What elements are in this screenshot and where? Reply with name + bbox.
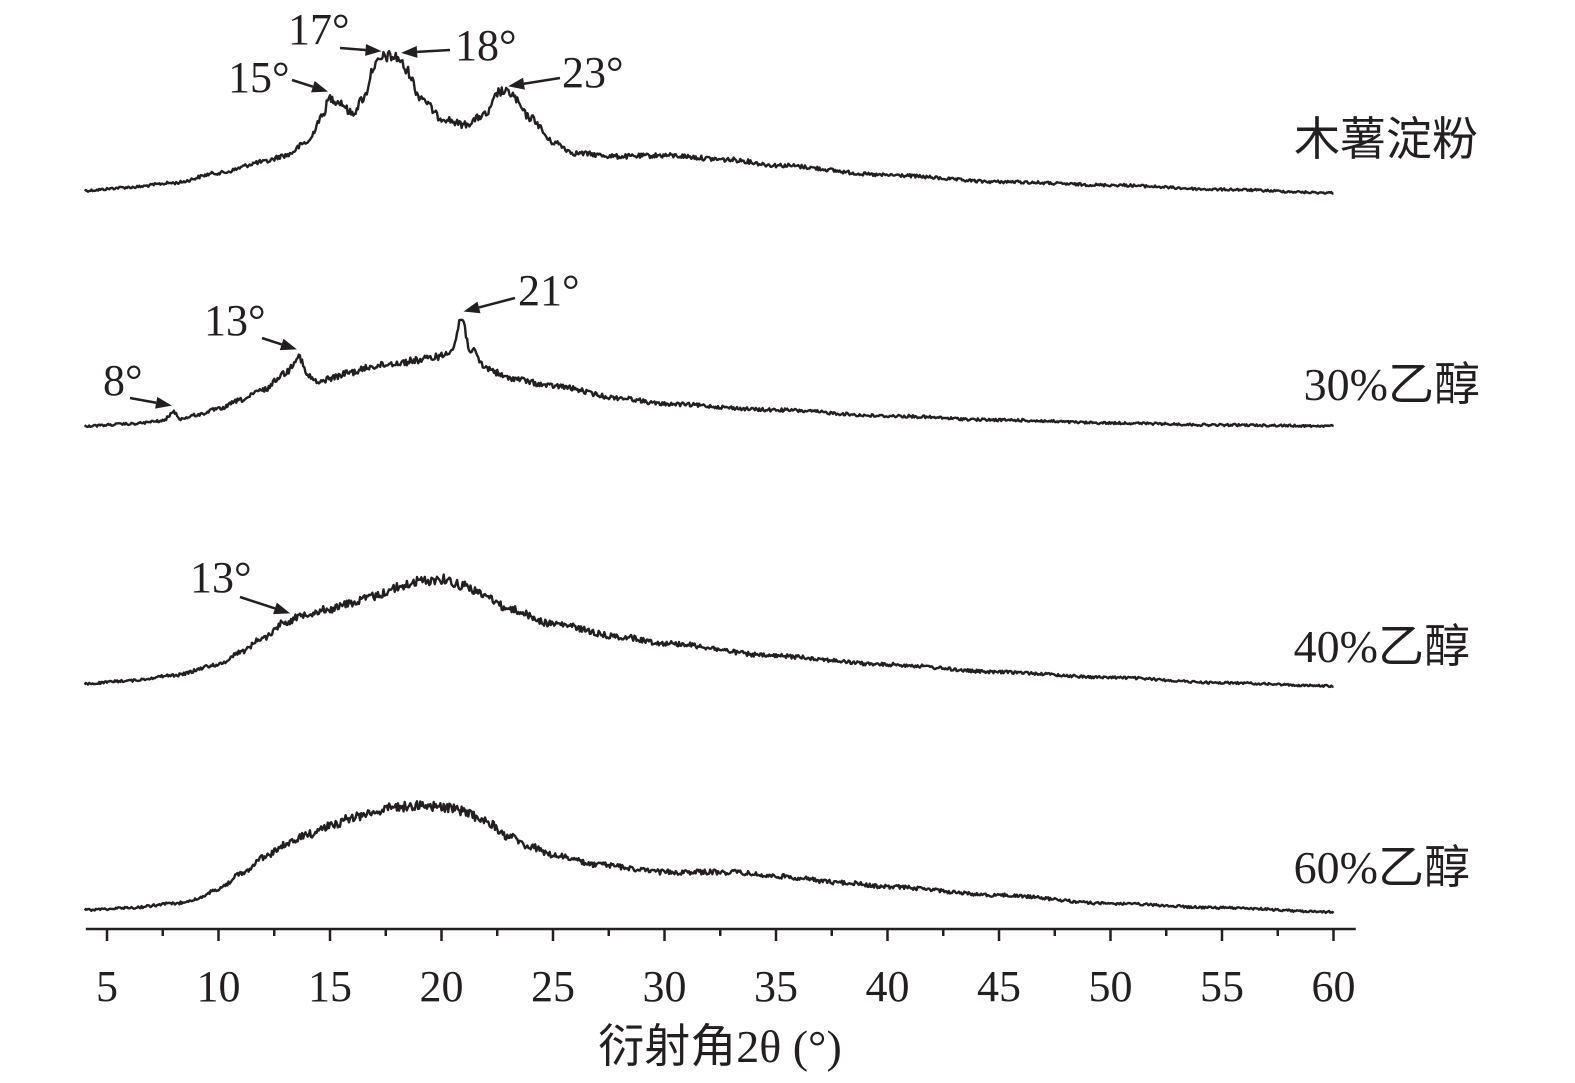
peak-arrowhead-s2-2 [279, 338, 297, 351]
series-label-2: 30%乙醇 [1304, 359, 1480, 410]
peak-label-s1-1: 15° [228, 53, 290, 102]
peak-arrow-s2-2 [261, 336, 283, 346]
peak-arrow-s2-1 [129, 396, 157, 405]
curve-series-2 [83, 318, 1335, 429]
peak-arrowhead-s2-1 [155, 396, 172, 409]
x-axis-tick-labels: 5 10 15 20 25 30 35 40 45 50 55 60 [96, 962, 1356, 1011]
x-tick-label: 30 [643, 962, 687, 1011]
peak-label-s3-1: 13° [190, 553, 252, 602]
peak-label-s2-2: 13° [204, 296, 266, 345]
peak-arrowhead-s1-1 [311, 80, 329, 93]
x-tick-label: 15 [308, 962, 352, 1011]
x-axis-title: 衍射角2θ (°) [598, 1021, 842, 1072]
x-tick-label: 50 [1089, 962, 1133, 1011]
peak-arrow-s1-2 [339, 46, 366, 52]
peak-arrow-s1-3 [417, 48, 451, 54]
x-tick-label: 55 [1200, 962, 1244, 1011]
peak-label-s2-1: 8° [103, 356, 143, 405]
peak-label-s1-2: 17° [288, 5, 350, 54]
x-tick-label: 35 [754, 962, 798, 1011]
peak-label-s2-3: 21° [518, 266, 580, 315]
peak-label-s1-3: 18° [455, 21, 517, 70]
peak-arrowhead-s3-1 [273, 602, 291, 615]
x-tick-label: 60 [1312, 962, 1356, 1011]
series-label-1: 木薯淀粉 [1294, 114, 1478, 165]
x-tick-label: 25 [531, 962, 575, 1011]
x-tick-label: 5 [96, 962, 118, 1011]
peak-arrowhead-s2-3 [463, 301, 481, 314]
x-tick-label: 45 [977, 962, 1021, 1011]
peak-arrowhead-s1-2 [365, 43, 382, 56]
x-axis-ticks [105, 929, 1335, 941]
curve-series-1 [83, 49, 1334, 195]
peak-arrow-s1-1 [291, 78, 314, 88]
peak-arrow-s3-1 [239, 595, 276, 610]
peak-annotations: 15°17° 18° 23° 8° 13° 21° 13° [103, 5, 624, 615]
x-tick-label: 40 [866, 962, 910, 1011]
x-tick-label: 20 [420, 962, 464, 1011]
curve-series-3 [83, 573, 1334, 689]
peak-arrowhead-s1-4 [508, 77, 525, 90]
diffraction-curves [83, 49, 1335, 915]
series-label-3: 40%乙醇 [1294, 621, 1470, 672]
curve-series-4 [83, 800, 1335, 915]
series-label-4: 60%乙醇 [1294, 842, 1470, 893]
peak-arrow-s1-4 [523, 76, 561, 85]
x-tick-label: 10 [197, 962, 241, 1011]
x-axis: 5 10 15 20 25 30 35 40 45 50 55 60 [85, 927, 1356, 1011]
series-labels: 木薯淀粉 30%乙醇 40%乙醇 60%乙醇 [1294, 114, 1480, 893]
peak-arrowhead-s1-3 [401, 45, 418, 58]
peak-label-s1-4: 23° [562, 48, 624, 97]
peak-arrow-s2-3 [478, 296, 516, 309]
